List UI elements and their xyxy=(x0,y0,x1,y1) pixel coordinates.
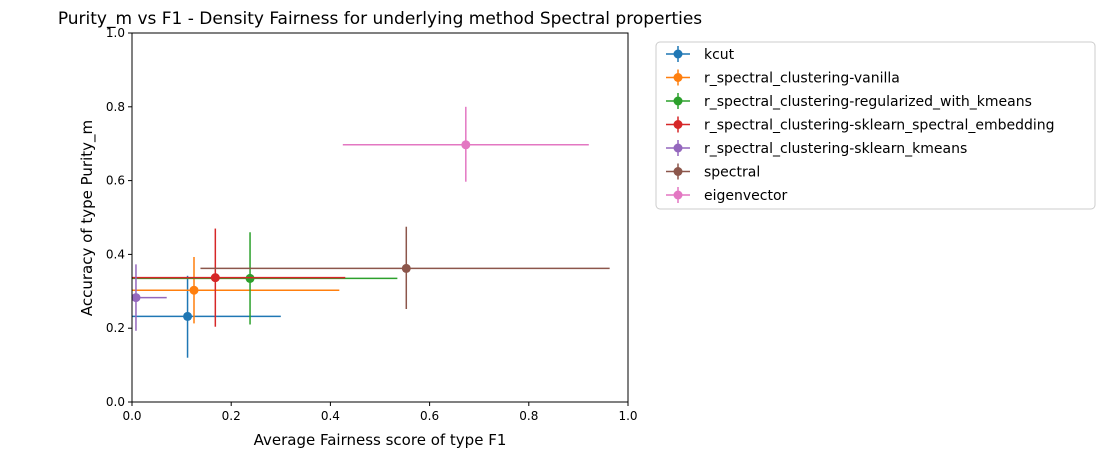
legend-entry: eigenvector xyxy=(666,187,788,204)
series-3 xyxy=(132,228,346,327)
data-point xyxy=(401,263,411,273)
y-tick-label: 0.2 xyxy=(106,321,125,335)
legend-marker xyxy=(673,120,683,129)
legend-label: r_spectral_clustering-sklearn_kmeans xyxy=(704,141,967,157)
x-tick-label: 1.0 xyxy=(618,409,637,423)
legend-frame xyxy=(655,41,1096,210)
y-axis: 0.0 0.2 0.4 0.6 0.8 1.0 xyxy=(106,26,132,409)
legend-entry: spectral xyxy=(666,163,760,181)
x-tick-label: 0.4 xyxy=(321,409,340,423)
legend-marker xyxy=(673,190,683,200)
series-1 xyxy=(132,256,340,324)
legend-label: kcut xyxy=(704,47,735,63)
y-tick-label: 0.8 xyxy=(106,100,125,114)
legend-label: eigenvector xyxy=(704,188,788,204)
data-point xyxy=(461,140,471,150)
legend-marker xyxy=(673,73,683,82)
series-5 xyxy=(200,226,610,310)
legend-entry: r_spectral_clustering-regularized_with_k… xyxy=(666,93,1032,110)
x-axis: 0.0 0.2 0.4 0.6 0.8 1.0 xyxy=(122,402,638,423)
y-tick-label: 0.6 xyxy=(106,174,125,188)
plot-frame xyxy=(131,32,629,403)
data-point xyxy=(210,273,220,283)
x-axis-label: Average Fairness score of type F1 xyxy=(254,431,507,449)
legend-marker xyxy=(673,49,683,59)
plot-area xyxy=(131,32,629,403)
series-0 xyxy=(132,275,281,358)
legend: kcut r_spectral_clustering-vanilla r_spect… xyxy=(655,41,1096,210)
data-point xyxy=(183,311,193,321)
legend-label: spectral xyxy=(704,165,760,181)
legend-label: r_spectral_clustering-sklearn_spectral_e… xyxy=(704,118,1055,134)
legend-entry: r_spectral_clustering-sklearn_spectral_e… xyxy=(666,116,1055,134)
x-tick-label: 0.6 xyxy=(420,409,439,423)
y-tick-label: 1.0 xyxy=(106,26,125,40)
legend-entry: r_spectral_clustering-vanilla xyxy=(666,69,900,87)
y-axis-label: Accuracy of type Purity_m xyxy=(78,120,97,316)
x-tick-label: 0.2 xyxy=(222,409,241,423)
legend-entry: kcut xyxy=(666,46,735,63)
x-tick-label: 0.8 xyxy=(519,409,538,423)
legend-label: r_spectral_clustering-vanilla xyxy=(704,71,900,87)
x-tick-label: 0.0 xyxy=(122,409,141,423)
data-point xyxy=(131,293,141,303)
chart-title: Purity_m vs F1 - Density Fairness for un… xyxy=(58,9,702,29)
legend-marker xyxy=(673,167,683,176)
legend-entry: r_spectral_clustering-sklearn_kmeans xyxy=(666,140,967,157)
y-tick-label: 0.4 xyxy=(106,247,125,261)
series-4 xyxy=(131,264,167,331)
series-6 xyxy=(342,106,589,182)
legend-marker xyxy=(673,143,683,153)
legend-label: r_spectral_clustering-regularized_with_k… xyxy=(704,94,1032,110)
y-tick-label: 0.0 xyxy=(106,395,125,409)
legend-marker xyxy=(673,96,683,106)
data-point xyxy=(189,285,199,295)
